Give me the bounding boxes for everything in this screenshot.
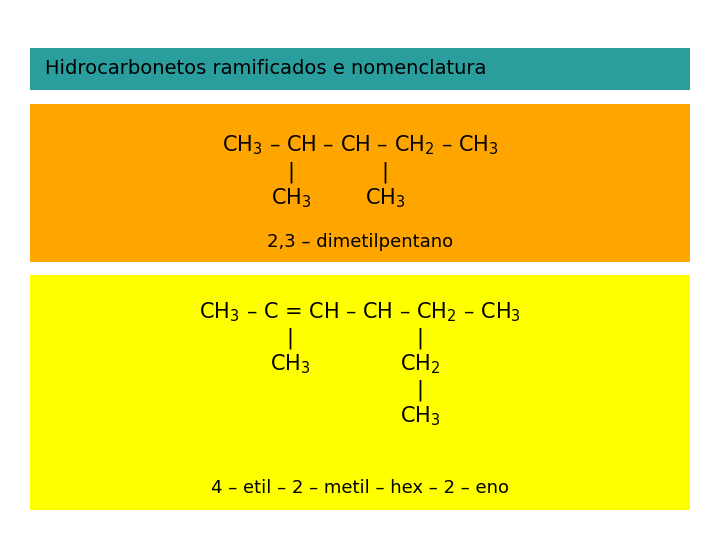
Text: CH$_3$: CH$_3$ [400, 404, 440, 428]
FancyBboxPatch shape [30, 48, 690, 90]
Text: |: | [287, 161, 294, 183]
FancyBboxPatch shape [30, 104, 690, 262]
Text: |: | [416, 327, 423, 349]
Text: CH$_3$ – CH – CH – CH$_2$ – CH$_3$: CH$_3$ – CH – CH – CH$_2$ – CH$_3$ [222, 133, 498, 157]
Text: CH$_3$: CH$_3$ [365, 186, 405, 210]
Text: |: | [287, 327, 294, 349]
FancyBboxPatch shape [30, 275, 690, 510]
Text: 2,3 – dimetilpentano: 2,3 – dimetilpentano [267, 233, 453, 251]
Text: |: | [382, 161, 389, 183]
Text: CH$_2$: CH$_2$ [400, 352, 440, 376]
Text: CH$_3$: CH$_3$ [270, 352, 310, 376]
Text: CH$_3$ – C = CH – CH – CH$_2$ – CH$_3$: CH$_3$ – C = CH – CH – CH$_2$ – CH$_3$ [199, 300, 521, 324]
Text: |: | [416, 379, 423, 401]
Text: Hidrocarbonetos ramificados e nomenclatura: Hidrocarbonetos ramificados e nomenclatu… [45, 59, 487, 78]
Text: CH$_3$: CH$_3$ [271, 186, 311, 210]
Text: 4 – etil – 2 – metil – hex – 2 – eno: 4 – etil – 2 – metil – hex – 2 – eno [211, 479, 509, 497]
